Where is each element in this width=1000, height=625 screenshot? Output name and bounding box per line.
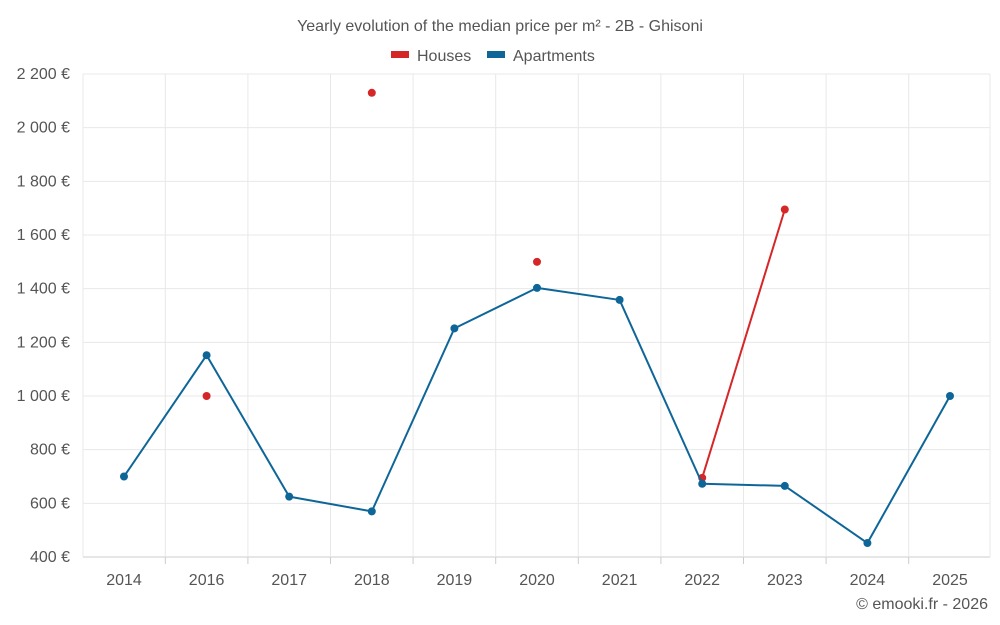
- x-tick-label: 2017: [271, 572, 307, 589]
- y-tick-label: 1 200 €: [17, 334, 70, 351]
- y-axis: 400 € 600 € 800 € 1 000 € 1 200 € 1 400 € 1 60…: [17, 66, 70, 566]
- data-point: [202, 392, 211, 400]
- series-line-segment: [618, 299, 704, 485]
- x-axis: 2014 2016 2017 2018 2019 2020 2021 2022 2023 2024…: [106, 557, 968, 589]
- y-tick-label: 2 200 €: [17, 66, 70, 83]
- series-apartments: [120, 283, 954, 548]
- legend-label: Houses: [417, 48, 471, 65]
- x-tick-label: 2019: [437, 572, 473, 589]
- y-tick-label: 1 000 €: [17, 388, 70, 405]
- y-tick-label: 1 800 €: [17, 173, 70, 190]
- data-point: [367, 88, 376, 97]
- x-tick-label: 2021: [602, 572, 638, 589]
- x-tick-label: 2014: [106, 572, 142, 589]
- y-tick-label: 1 400 €: [17, 281, 70, 298]
- chart-title: Yearly evolution of the median price per…: [297, 18, 703, 35]
- series-line-segment: [123, 354, 208, 478]
- series-line-segment: [536, 286, 620, 301]
- data-point: [780, 481, 789, 490]
- series-line-segment: [289, 495, 372, 513]
- legend-swatch: [391, 51, 409, 58]
- series-houses: [202, 88, 789, 482]
- legend-item-houses[interactable]: Houses: [391, 48, 471, 65]
- copyright-footer: © emooki.fr - 2026: [856, 596, 988, 613]
- data-point: [450, 324, 459, 333]
- y-tick-label: 800 €: [30, 442, 70, 459]
- x-tick-label: 2023: [767, 572, 803, 589]
- series-line-segment: [866, 395, 951, 544]
- x-tick-label: 2024: [850, 572, 886, 589]
- data-point: [367, 507, 376, 516]
- x-tick-label: 2022: [684, 572, 720, 589]
- series-line-segment: [205, 354, 291, 498]
- y-tick-label: 1 600 €: [17, 227, 70, 244]
- data-point: [615, 295, 624, 304]
- data-point: [533, 257, 541, 266]
- series-line-segment: [784, 485, 868, 544]
- x-tick-label: 2018: [354, 572, 390, 589]
- x-tick-label: 2025: [932, 572, 968, 589]
- legend-item-apartments[interactable]: Apartments: [487, 48, 595, 65]
- y-tick-label: 2 000 €: [17, 120, 70, 137]
- data-point: [202, 351, 211, 360]
- series-line-segment: [702, 482, 785, 487]
- legend-swatch: [487, 51, 505, 58]
- data-point: [120, 472, 128, 481]
- series-line-segment: [370, 327, 456, 512]
- data-point: [863, 539, 872, 548]
- plot-area: [120, 88, 954, 548]
- data-point: [780, 205, 789, 214]
- x-tick-label: 2016: [189, 572, 225, 589]
- series-line-segment: [701, 209, 786, 479]
- data-point: [698, 479, 707, 488]
- series-line-segment: [453, 286, 538, 330]
- legend: Houses Apartments: [391, 48, 595, 65]
- data-point: [946, 392, 954, 400]
- grid: [82, 73, 991, 558]
- y-tick-label: 600 €: [30, 495, 70, 512]
- data-point: [533, 283, 541, 292]
- data-point: [285, 492, 294, 501]
- x-tick-label: 2020: [519, 572, 555, 589]
- legend-label: Apartments: [513, 48, 595, 65]
- y-tick-label: 400 €: [30, 549, 70, 566]
